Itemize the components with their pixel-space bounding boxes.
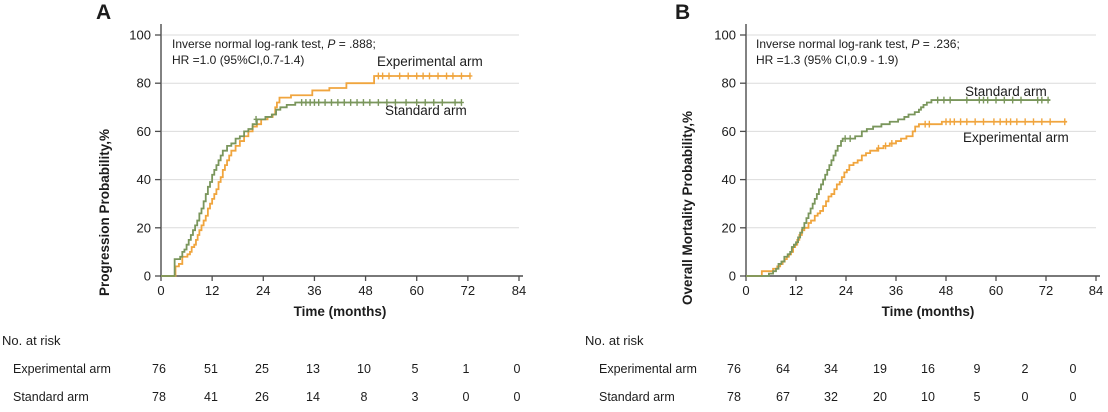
risk-value: 0 bbox=[1069, 362, 1077, 376]
risk-value: 78 bbox=[727, 390, 741, 404]
tick-label: 100 bbox=[129, 28, 151, 43]
risk-value: 32 bbox=[824, 390, 838, 404]
x-axis-label-b: Time (months) bbox=[881, 304, 975, 319]
risk-value: 5 bbox=[411, 362, 419, 376]
tick-label: 0 bbox=[157, 283, 164, 298]
risk-value: 34 bbox=[824, 362, 838, 376]
stats-annotation-b-line1: Inverse normal log-rank test, P = .236; bbox=[756, 37, 960, 51]
panel-letter-a: A bbox=[96, 1, 112, 24]
survival-curve-standard-arm bbox=[746, 99, 1051, 277]
survival-curve-experimental-arm bbox=[161, 75, 470, 277]
tick-label: 80 bbox=[722, 76, 736, 91]
risk-value: 13 bbox=[306, 362, 320, 376]
risk-value: 16 bbox=[921, 362, 935, 376]
risk-value: 0 bbox=[462, 390, 470, 404]
y-axis-label-progression: Progression Probability,% bbox=[97, 128, 112, 296]
tick-label: 80 bbox=[137, 76, 151, 91]
risk-value: 8 bbox=[360, 390, 368, 404]
tick-label: 0 bbox=[729, 269, 736, 284]
stats-annotation-a: Inverse normal log-rank test, P = .888; … bbox=[172, 36, 376, 68]
tick-label: 48 bbox=[939, 283, 953, 298]
tick-label: 24 bbox=[256, 283, 270, 298]
stats-annotation-b-line2: HR =1.3 (95% CI,0.9 - 1.9) bbox=[756, 53, 899, 67]
risk-value: 0 bbox=[1021, 390, 1029, 404]
tick-label: 12 bbox=[205, 283, 219, 298]
tick-label: 60 bbox=[409, 283, 423, 298]
risk-value: 2 bbox=[1021, 362, 1029, 376]
tick-label: 60 bbox=[137, 124, 151, 139]
risk-value: 14 bbox=[306, 390, 320, 404]
risk-value: 67 bbox=[776, 390, 790, 404]
risk-value: 26 bbox=[255, 390, 269, 404]
tick-label: 36 bbox=[307, 283, 321, 298]
risk-value: 20 bbox=[873, 390, 887, 404]
tick-label: 72 bbox=[461, 283, 475, 298]
tick-label: 12 bbox=[789, 283, 803, 298]
tick-label: 72 bbox=[1039, 283, 1053, 298]
tick-label: 20 bbox=[137, 220, 151, 235]
tick-label: 48 bbox=[358, 283, 372, 298]
tick-label: 36 bbox=[889, 283, 903, 298]
risk-value: 78 bbox=[152, 390, 166, 404]
tick-label: 60 bbox=[989, 283, 1003, 298]
risk-value: 41 bbox=[204, 390, 218, 404]
stats-annotation-b: Inverse normal log-rank test, P = .236; … bbox=[756, 36, 960, 68]
risk-table-title-b: No. at risk bbox=[585, 333, 644, 348]
risk-row-label: Experimental arm bbox=[599, 362, 697, 376]
risk-value: 76 bbox=[727, 362, 741, 376]
risk-value: 76 bbox=[152, 362, 166, 376]
risk-row-label: Experimental arm bbox=[13, 362, 111, 376]
risk-value: 25 bbox=[255, 362, 269, 376]
legend-experimental-arm-a: Experimental arm bbox=[377, 54, 483, 69]
survival-curve-experimental-arm bbox=[746, 120, 1067, 277]
risk-value: 0 bbox=[513, 390, 521, 404]
tick-label: 40 bbox=[722, 172, 736, 187]
tick-label: 0 bbox=[742, 283, 749, 298]
tick-label: 100 bbox=[714, 28, 736, 43]
survival-curve-standard-arm bbox=[161, 101, 462, 277]
risk-value: 5 bbox=[973, 390, 981, 404]
risk-value: 0 bbox=[513, 362, 521, 376]
tick-label: 0 bbox=[144, 269, 151, 284]
risk-row-label: Standard arm bbox=[599, 390, 675, 404]
risk-value: 9 bbox=[973, 362, 981, 376]
tick-label: 20 bbox=[722, 220, 736, 235]
legend-experimental-arm-b: Experimental arm bbox=[963, 130, 1069, 145]
risk-row-experimental-b: Experimental arm 76 64 34 19 16 9 2 0 bbox=[0, 362, 1108, 380]
tick-label: 84 bbox=[1089, 283, 1103, 298]
tick-label: 24 bbox=[839, 283, 853, 298]
risk-value: 1 bbox=[462, 362, 470, 376]
risk-row-standard-b: Standard arm 78 67 32 20 10 5 0 0 bbox=[0, 390, 1108, 408]
tick-label: 40 bbox=[137, 172, 151, 187]
risk-value: 0 bbox=[1069, 390, 1077, 404]
legend-standard-arm-b: Standard arm bbox=[965, 84, 1047, 99]
risk-value: 64 bbox=[776, 362, 790, 376]
tick-label: 84 bbox=[512, 283, 526, 298]
x-axis-label-a: Time (months) bbox=[293, 304, 387, 319]
risk-value: 3 bbox=[411, 390, 419, 404]
risk-value: 51 bbox=[204, 362, 218, 376]
risk-value: 10 bbox=[921, 390, 935, 404]
tick-label: 60 bbox=[722, 124, 736, 139]
legend-standard-arm-a: Standard arm bbox=[385, 103, 467, 118]
risk-row-standard-a: Standard arm 78 41 26 14 8 3 0 0 bbox=[0, 390, 1108, 408]
risk-value: 19 bbox=[873, 362, 887, 376]
stats-annotation-a-line1: Inverse normal log-rank test, P = .888; bbox=[172, 37, 376, 51]
panel-letter-b: B bbox=[675, 1, 691, 24]
risk-table-title-a: No. at risk bbox=[2, 333, 61, 348]
risk-row-experimental-a: Experimental arm 76 51 25 13 10 5 1 0 bbox=[0, 362, 1108, 380]
stats-annotation-a-line2: HR =1.0 (95%CI,0.7-1.4) bbox=[172, 53, 305, 67]
risk-row-label: Standard arm bbox=[13, 390, 89, 404]
y-axis-label-mortality: Overall Mortality Probability,% bbox=[680, 110, 695, 306]
risk-value: 10 bbox=[357, 362, 371, 376]
